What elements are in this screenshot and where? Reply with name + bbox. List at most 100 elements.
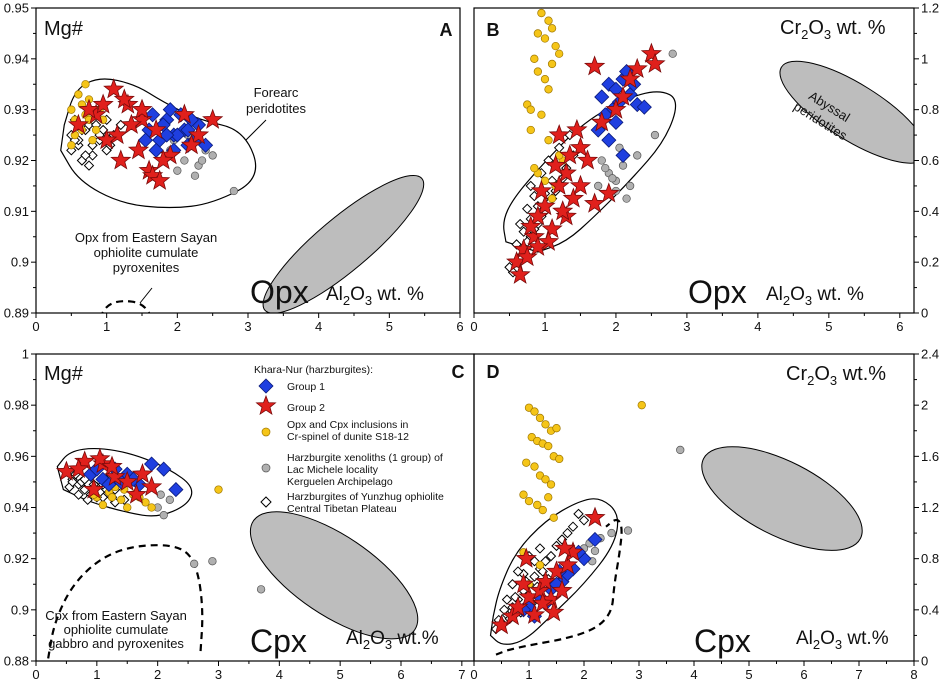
- data-point: [544, 441, 553, 451]
- legend-inclusions: Opx and Cpx inclusions in Cr-spinel of du…: [261, 419, 409, 443]
- data-point: [530, 54, 539, 63]
- data-point: [551, 579, 573, 600]
- y-tick-label: 0.4: [921, 602, 939, 617]
- data-point: [626, 57, 648, 79]
- x-tick-label: 0: [470, 667, 477, 682]
- panel-b-mineral: Opx: [688, 274, 747, 310]
- data-point: [229, 186, 239, 196]
- data-point: [569, 174, 592, 195]
- data-point: [569, 136, 592, 157]
- data-point: [74, 90, 83, 99]
- data-point: [510, 591, 521, 603]
- data-point: [533, 29, 543, 38]
- data-point: [125, 483, 147, 504]
- y-tick-label: 0.94: [4, 500, 29, 515]
- data-point: [608, 174, 617, 183]
- data-point: [173, 103, 196, 124]
- panel-b-xlabel: Al2O3 wt. %: [766, 284, 864, 308]
- data-point: [107, 493, 117, 502]
- data-point: [120, 113, 142, 134]
- data-point: [637, 401, 646, 410]
- data-point: [548, 123, 570, 145]
- x-tick-label: 3: [635, 667, 642, 682]
- data-point: [547, 59, 557, 69]
- y-tick-label: 1: [921, 51, 928, 66]
- data-point: [566, 118, 588, 140]
- data-point: [117, 495, 126, 504]
- data-point: [522, 203, 533, 214]
- legend-inclusions-label: Opx and Cpx inclusions in Cr-spinel of du…: [287, 419, 409, 443]
- data-point: [89, 447, 111, 468]
- x-tick-label: 1: [93, 667, 100, 682]
- x-tick-label: 6: [397, 667, 404, 682]
- y-tick-label: 0.9: [11, 255, 29, 270]
- data-point: [81, 80, 90, 89]
- x-tick-label: 5: [745, 667, 752, 682]
- data-point: [633, 151, 642, 160]
- data-point: [92, 93, 114, 114]
- panel-a-ticks: 0 1 2 3 4 5 6 0.89 0.9 0.91 0.92 0.93 0.94 0.95: [4, 1, 464, 335]
- data-point: [159, 511, 168, 520]
- data-point: [147, 503, 156, 512]
- data-point: [559, 144, 581, 165]
- data-point: [636, 99, 652, 115]
- x-tick-label: 1: [103, 319, 110, 334]
- legend-group2: Group 2: [255, 394, 325, 416]
- data-point: [547, 194, 557, 203]
- data-point: [578, 515, 590, 526]
- data-point: [567, 521, 579, 532]
- data-point: [526, 125, 535, 135]
- x-tick-label: 6: [456, 319, 463, 334]
- data-point: [547, 24, 557, 33]
- data-point: [640, 42, 663, 63]
- data-point: [98, 500, 108, 510]
- data-point: [159, 127, 175, 143]
- abyssal-field: [779, 60, 914, 164]
- data-point: [546, 480, 556, 489]
- data-point: [530, 179, 552, 201]
- data-point: [149, 169, 171, 190]
- x-tick-label: 2: [580, 667, 587, 682]
- x-tick-label: 2: [154, 667, 161, 682]
- data-point: [501, 594, 513, 605]
- y-tick-label: 0: [921, 306, 928, 321]
- data-point: [676, 445, 685, 455]
- data-point: [173, 166, 182, 175]
- y-tick-label: 2: [921, 398, 928, 413]
- x-tick-label: 4: [276, 667, 283, 682]
- data-point: [180, 134, 203, 155]
- panel-b-plot: [503, 8, 914, 284]
- panel-b-ticks: 0 1 2 3 4 5 6 0 0.2 0.4 0.6 0.8 1 1.2: [470, 1, 939, 335]
- data-point: [131, 108, 153, 129]
- data-point: [537, 8, 546, 18]
- series-group-2: [55, 447, 163, 504]
- data-point: [601, 163, 610, 173]
- legend-group1-label: Group 1: [287, 381, 325, 393]
- data-point: [587, 531, 603, 548]
- panel-c-mineral: Cpx: [250, 623, 307, 659]
- panel-d-ylabel: Cr2O3 wt.%: [786, 363, 886, 388]
- data-point: [87, 150, 98, 161]
- panel-c-xlabel: Al2O3 wt.%: [346, 628, 439, 652]
- data-point: [91, 125, 101, 135]
- y-tick-label: 0.93: [4, 102, 29, 117]
- data-point: [524, 496, 534, 506]
- x-tick-label: 0: [32, 667, 39, 682]
- data-point: [551, 41, 560, 51]
- data-point: [605, 98, 627, 119]
- data-point: [180, 156, 189, 165]
- data-point: [555, 49, 564, 58]
- x-tick-label: 0: [32, 319, 39, 334]
- data-point: [67, 476, 78, 488]
- x-tick-label: 4: [315, 319, 322, 334]
- data-point: [88, 136, 97, 145]
- data-point: [67, 141, 76, 150]
- data-point: [537, 230, 560, 251]
- data-point: [523, 603, 546, 624]
- series-kerguelen: [153, 490, 266, 594]
- panel-b-ylabel: Cr2O3 wt. %: [780, 17, 886, 42]
- y-tick-label: 0.8: [921, 551, 939, 566]
- x-tick-label: 4: [690, 667, 697, 682]
- x-tick-label: 2: [612, 319, 619, 334]
- legend-group1: Group 1: [258, 378, 325, 394]
